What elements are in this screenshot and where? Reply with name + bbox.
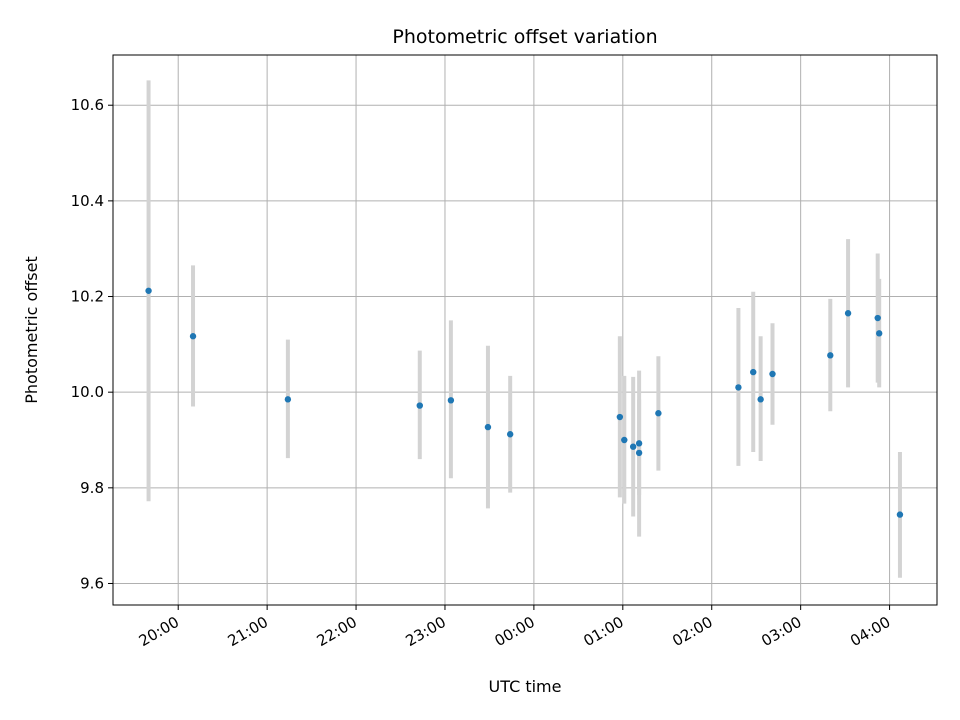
data-point	[874, 314, 881, 322]
data-point	[769, 370, 776, 378]
y-tick-label: 9.6	[80, 574, 104, 592]
data-point	[750, 368, 757, 376]
plot-frame	[112, 54, 938, 606]
data-point	[896, 511, 904, 518]
grid	[113, 55, 937, 605]
data-point	[827, 352, 834, 359]
data-point	[629, 443, 637, 450]
data-point	[484, 423, 492, 431]
data-point	[635, 449, 643, 457]
data-point	[655, 410, 662, 417]
data-point	[506, 431, 514, 438]
data-point	[635, 440, 643, 447]
data-point	[876, 330, 883, 337]
y-tick-label: 10.2	[71, 288, 104, 306]
data-point	[284, 396, 292, 403]
y-tick-label: 10.6	[71, 96, 104, 114]
data-point	[757, 396, 764, 403]
y-axis-label: Photometric offset	[22, 256, 41, 404]
data-point	[145, 287, 152, 294]
data-point	[616, 413, 624, 421]
data-point	[844, 310, 852, 317]
data-point	[416, 402, 423, 409]
y-axis-ticks: 9.6 9.8 10.0 10.2 10.4 10.6	[71, 96, 113, 592]
chart-title: Photometric offset variation	[392, 26, 657, 48]
y-tick-label: 10.0	[71, 383, 104, 401]
data-point	[447, 397, 455, 404]
data-point	[621, 436, 628, 444]
data-points	[145, 287, 904, 518]
x-axis-label: UTC time	[489, 677, 562, 696]
data-point	[189, 333, 197, 340]
y-tick-label: 9.8	[80, 479, 104, 497]
y-tick-label: 10.4	[71, 192, 104, 210]
data-point	[735, 384, 742, 391]
